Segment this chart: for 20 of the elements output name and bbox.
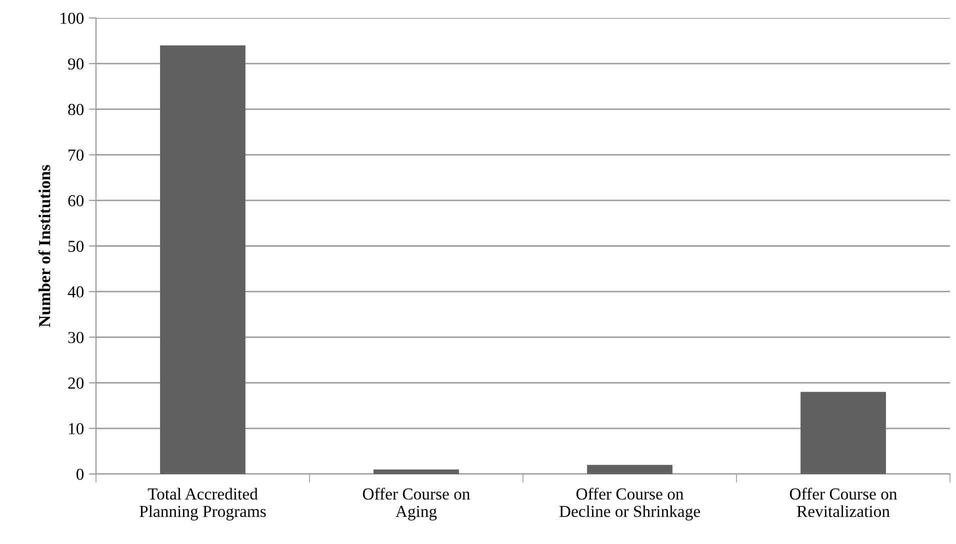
y-tick-label: 50 bbox=[68, 240, 84, 252]
y-tick-label: 10 bbox=[68, 423, 84, 434]
bar bbox=[374, 469, 459, 474]
y-tick-label: 80 bbox=[68, 104, 84, 116]
y-tick-label: 70 bbox=[68, 150, 84, 161]
x-tick-label: Offer Course on Revitalization bbox=[790, 488, 897, 518]
y-tick-label: 60 bbox=[68, 195, 84, 206]
y-tick-label: 90 bbox=[68, 58, 84, 70]
y-tick-label: 20 bbox=[68, 378, 84, 389]
y-tick-label: 100 bbox=[60, 12, 84, 24]
bar bbox=[160, 45, 246, 474]
y-axis-title: Number of Institutions bbox=[38, 165, 50, 328]
y-tick-label: 0 bbox=[76, 468, 84, 480]
x-tick-label: Total Accredited Planning Programs bbox=[140, 488, 266, 520]
x-tick-label: Offer Course on Aging bbox=[362, 488, 470, 520]
bar bbox=[800, 392, 886, 474]
y-tick-label: 40 bbox=[68, 286, 84, 298]
y-tick-label: 30 bbox=[68, 332, 84, 344]
x-tick-label: Offer Course on Decline or Shrinkage bbox=[559, 488, 700, 520]
bar bbox=[587, 464, 672, 474]
